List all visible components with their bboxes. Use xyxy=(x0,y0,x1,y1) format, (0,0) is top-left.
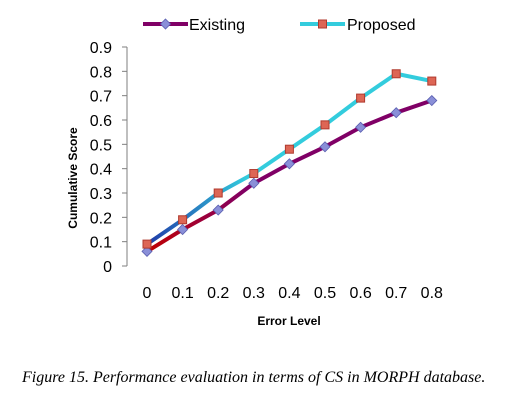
x-tick-label: 0.5 xyxy=(314,285,336,302)
y-tick-label: 0.8 xyxy=(90,64,112,81)
x-tick-label: 0.1 xyxy=(171,285,193,302)
chart: 0 0.1 0.2 0.3 0.4 0.5 0.6 0.7 0.8 0.9 0 0.1 0.2 0.3 0.… xyxy=(66,17,443,328)
data-point-proposed xyxy=(142,239,152,249)
data-point-existing xyxy=(212,204,224,216)
x-tick-label: 0.8 xyxy=(421,285,443,302)
legend-label-proposed: Proposed xyxy=(347,17,416,34)
y-tick-label: 0.5 xyxy=(90,137,112,154)
data-point-existing xyxy=(426,94,438,107)
figure-caption-text: Performance evaluation in terms of CS in… xyxy=(92,369,486,386)
data-point-proposed xyxy=(320,120,330,130)
axes: 0 0.1 0.2 0.3 0.4 0.5 0.6 0.7 0.8 0.9 0 0.1 0.2 0.3 0.… xyxy=(90,40,443,302)
data-point-existing xyxy=(248,177,260,189)
x-tick-label: 0.6 xyxy=(349,285,371,302)
figure-caption-label: Figure 15. xyxy=(22,369,89,386)
data-point-proposed xyxy=(391,69,401,79)
x-tick-label: 0.7 xyxy=(385,285,407,302)
series-line-existing xyxy=(145,98,434,254)
y-tick-label: 0.1 xyxy=(90,235,112,252)
y-tick-label: 0.6 xyxy=(90,113,112,130)
y-tick-label: 0.2 xyxy=(90,210,112,227)
y-axis-label: Cumulative Score xyxy=(66,127,80,229)
data-point-existing xyxy=(141,245,153,257)
legend-marker-existing xyxy=(159,18,172,30)
data-point-existing xyxy=(355,121,367,133)
x-tick-label: 0 xyxy=(143,285,152,302)
data-point-existing xyxy=(319,141,331,153)
x-tick-label: 0.4 xyxy=(278,285,300,302)
data-point-proposed xyxy=(178,215,188,225)
data-point-proposed xyxy=(356,93,366,103)
legend: Existing Proposed xyxy=(143,17,416,34)
data-point-existing xyxy=(177,223,189,236)
y-tick-label: 0.4 xyxy=(90,162,112,179)
series-layer xyxy=(141,69,438,257)
x-tick-label: 0.2 xyxy=(207,285,229,302)
figure-caption: Figure 15. Performance evaluation in ter… xyxy=(22,368,500,388)
y-tick-label: 0 xyxy=(103,259,112,276)
x-tick-label: 0.3 xyxy=(243,285,265,302)
data-point-existing xyxy=(283,158,295,170)
data-point-proposed xyxy=(284,144,294,154)
data-point-proposed xyxy=(213,188,223,198)
legend-label-existing: Existing xyxy=(189,17,245,34)
data-point-proposed xyxy=(427,76,437,86)
chart-svg: 0 0.1 0.2 0.3 0.4 0.5 0.6 0.7 0.8 0.9 0 0.1 0.2 0.3 0.… xyxy=(66,17,443,328)
legend-marker-proposed xyxy=(318,19,327,29)
data-point-proposed xyxy=(249,169,259,179)
y-tick-label: 0.7 xyxy=(90,89,112,106)
x-axis-label: Error Level xyxy=(257,314,320,328)
y-tick-label: 0.9 xyxy=(90,40,112,57)
y-tick-label: 0.3 xyxy=(90,186,112,203)
data-point-existing xyxy=(390,107,402,119)
